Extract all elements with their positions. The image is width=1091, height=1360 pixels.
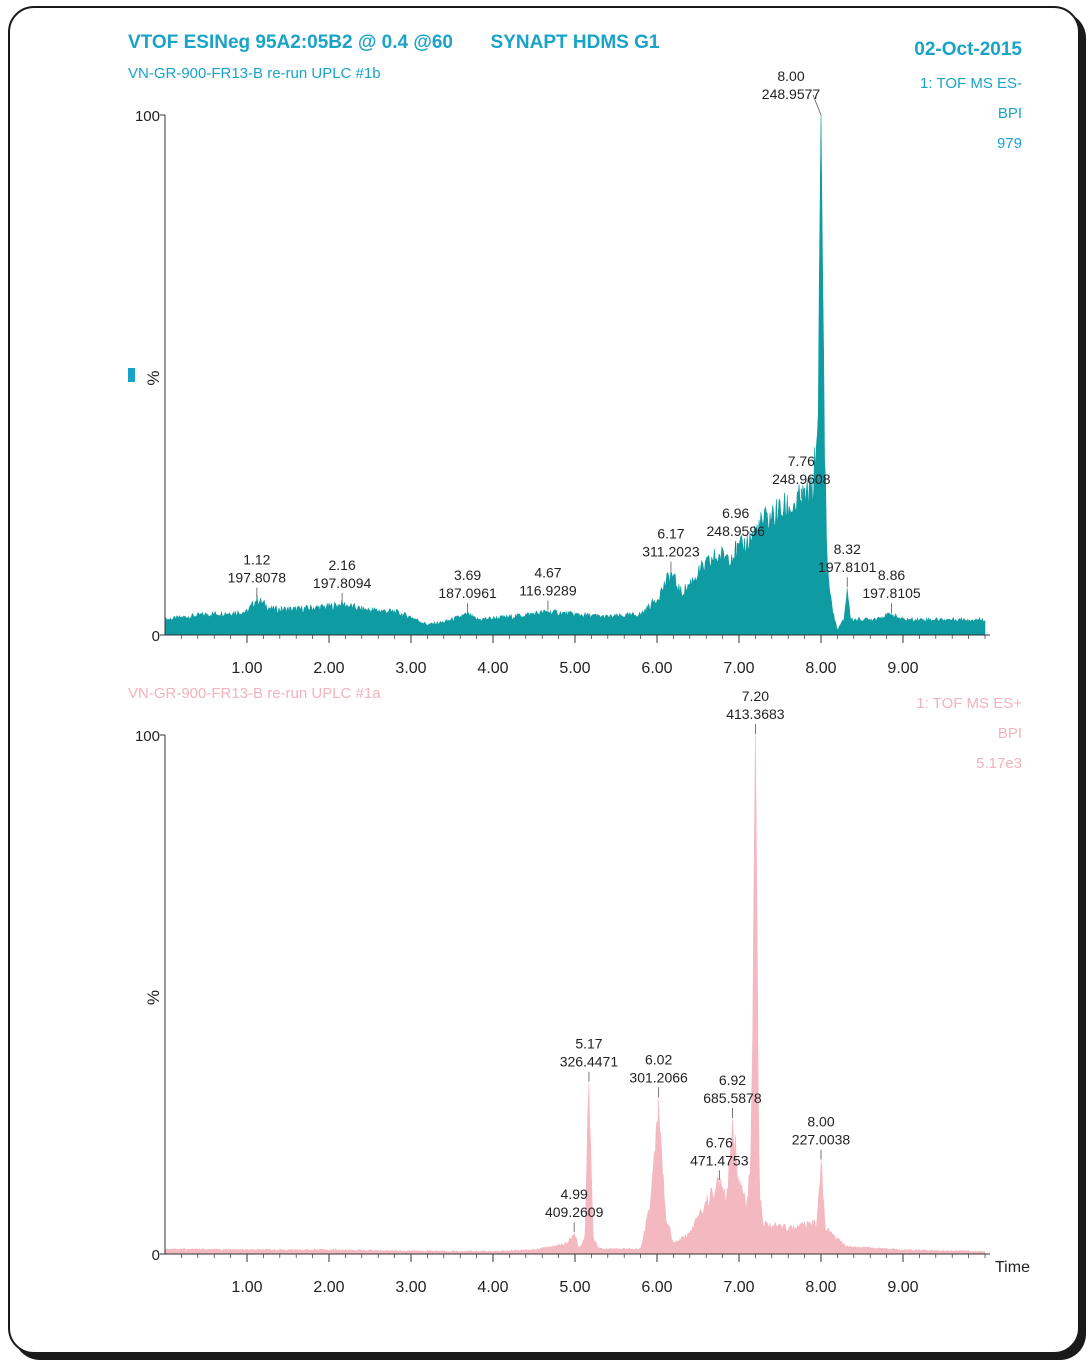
method-title: VTOF ESINeg 95A2:05B2 @ 0.4 @60 (128, 32, 453, 53)
chromatogram-frame: VTOF ESINeg 95A2:05B2 @ 0.4 @60 SYNAPT H… (8, 6, 1080, 1354)
peak-mz-label: 197.8094 (313, 575, 372, 591)
peak-rt-label: 4.99 (561, 1186, 588, 1202)
x-tick-label: 7.00 (723, 660, 754, 677)
negative-mode-chromatogram: 0 100% 1.00 2.00 3.00 4.00 5.00 6.00 7.00 8.00 9.0… (135, 68, 990, 677)
trace-color-marker (128, 368, 135, 382)
peak-rt-label: 6.17 (657, 526, 684, 542)
peak-mz-label: 413.3683 (726, 706, 785, 722)
peak-mz-label: 326.4471 (560, 1054, 619, 1070)
x-tick-label: 2.00 (313, 660, 344, 677)
bottom-intensity-label: 5.17e3 (976, 755, 1022, 772)
top-function-label: 1: TOF MS ES- (920, 75, 1022, 92)
peak-rt-label: 4.67 (534, 565, 561, 581)
peak-mz-label: 248.9608 (772, 471, 831, 487)
x-tick-label: 2.00 (313, 1279, 344, 1296)
top-intensity-label: 979 (997, 135, 1022, 152)
x-tick-label: 5.00 (559, 1279, 590, 1296)
peak-rt-label: 5.17 (575, 1036, 602, 1052)
y-axis-label: % (144, 370, 163, 385)
positive-mode-chromatogram: 0 100% 1.00 2.00 3.00 4.00 5.00 6.00 7.00 8.00 9.0… (135, 688, 1030, 1296)
peak-rt-label: 6.02 (645, 1051, 672, 1067)
peak-rt-label: 7.20 (742, 688, 769, 704)
peak-mz-label: 248.9596 (707, 523, 766, 539)
peak-mz-label: 409.2609 (545, 1204, 604, 1220)
x-tick-label: 1.00 (231, 1279, 262, 1296)
x-tick-label: 1.00 (231, 660, 262, 677)
x-tick-label: 9.00 (887, 660, 918, 677)
chromatogram-figure: VTOF ESINeg 95A2:05B2 @ 0.4 @60 SYNAPT H… (128, 32, 1030, 1296)
peak-mz-label: 311.2023 (642, 544, 700, 560)
y-tick-label: 0 (152, 628, 160, 645)
peak-rt-label: 6.76 (706, 1134, 733, 1150)
x-tick-label: 6.00 (641, 1279, 672, 1296)
peak-mz-label: 471.4753 (690, 1152, 749, 1168)
top-trace-label: BPI (998, 105, 1022, 122)
peak-mz-label: 248.9577 (762, 86, 821, 102)
x-tick-label: 9.00 (887, 1279, 918, 1296)
x-tick-label: 5.00 (559, 660, 590, 677)
x-tick-label: 3.00 (395, 660, 426, 677)
peak-mz-label: 197.8101 (818, 559, 877, 575)
bottom-trace-label: BPI (998, 725, 1022, 742)
trace-area (164, 734, 986, 1255)
bottom-sample-name: VN-GR-900-FR13-B re-run UPLC #1a (128, 685, 381, 702)
peak-mz-label: 685.5878 (703, 1090, 762, 1106)
y-tick-label: 0 (152, 1247, 160, 1264)
bottom-function-label: 1: TOF MS ES+ (916, 695, 1022, 712)
peak-rt-label: 7.76 (788, 453, 815, 469)
peak-mz-label: 301.2066 (629, 1069, 688, 1085)
peak-rt-label: 6.96 (722, 505, 749, 521)
peak-mz-label: 187.0961 (438, 585, 497, 601)
peak-rt-label: 8.32 (834, 541, 861, 557)
peak-mz-label: 197.8078 (228, 570, 287, 586)
peak-mz-label: 116.9289 (519, 583, 577, 599)
x-tick-label: 4.00 (477, 1279, 508, 1296)
peak-mz-label: 227.0038 (792, 1132, 851, 1148)
y-axis-label: % (144, 990, 163, 1005)
x-tick-label: 3.00 (395, 1279, 426, 1296)
peak-mz-label: 197.8105 (862, 585, 921, 601)
top-sample-name: VN-GR-900-FR13-B re-run UPLC #1b (128, 65, 381, 82)
x-tick-label: 7.00 (723, 1279, 754, 1296)
peak-rt-label: 6.92 (719, 1072, 746, 1088)
x-tick-label: 8.00 (805, 660, 836, 677)
trace-area (164, 114, 986, 636)
x-tick-label: 4.00 (477, 660, 508, 677)
peak-rt-label: 2.16 (328, 557, 355, 573)
y-tick-label: 100 (135, 108, 160, 125)
x-tick-label: 8.00 (805, 1279, 836, 1296)
peak-rt-label: 1.12 (243, 552, 270, 568)
peak-rt-label: 8.00 (777, 68, 804, 84)
x-axis-label: Time (995, 1259, 1030, 1276)
peak-leader-line (812, 94, 822, 116)
peak-rt-label: 8.86 (878, 567, 905, 583)
instrument-title: SYNAPT HDMS G1 (491, 32, 660, 53)
peak-rt-label: 8.00 (807, 1114, 834, 1130)
x-tick-label: 6.00 (641, 660, 672, 677)
y-tick-label: 100 (135, 728, 160, 745)
peak-rt-label: 3.69 (454, 567, 481, 583)
acquisition-date: 02-Oct-2015 (914, 39, 1022, 60)
